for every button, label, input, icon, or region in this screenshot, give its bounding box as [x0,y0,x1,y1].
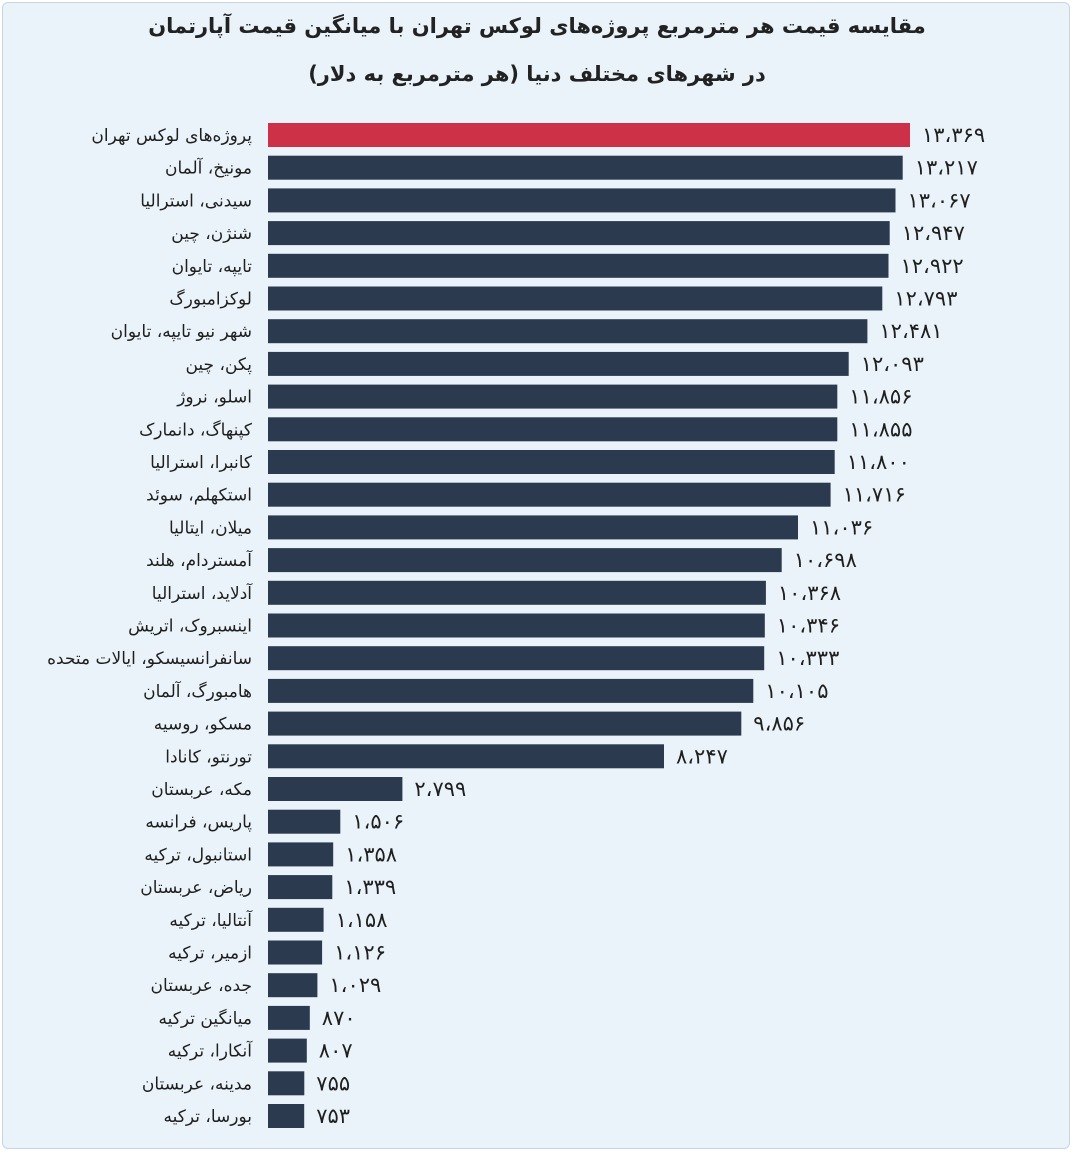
category-label-24: آنتالیا، ترکیه [169,909,253,931]
value-label-7: ۱۲،۰۹۳ [861,352,924,376]
category-label-26: جده، عربستان [151,976,252,996]
value-label-9: ۱۱،۸۵۵ [849,417,912,441]
category-label-2: سیدنی، استرالیا [140,191,252,211]
category-label-30: بورسا، ترکیه [164,1107,253,1127]
category-label-19: تورنتو، کانادا [165,747,252,767]
value-label-13: ۱۰،۶۹۸ [794,548,857,572]
bar-16 [268,646,765,671]
bar-4 [268,253,889,278]
bar-30 [268,1104,305,1128]
category-label-28: آنکارا، ترکیه [168,1040,254,1062]
bar-0 [268,123,910,147]
bar-11 [268,482,831,507]
bar-7 [268,351,849,376]
category-label-20: مکه، عربستان [151,780,252,800]
bar-8 [268,384,838,409]
bar-21 [268,809,341,834]
bar-25 [268,940,323,965]
value-label-20: ۲،۷۹۹ [414,777,466,801]
category-label-5: لوکزامبورگ [169,289,252,310]
bar-1 [268,155,903,180]
value-label-16: ۱۰،۳۳۳ [776,646,839,670]
value-label-8: ۱۱،۸۵۶ [849,385,912,409]
value-label-22: ۱،۳۵۸ [345,842,397,866]
value-label-0: ۱۳،۳۶۹ [922,123,985,147]
category-label-18: مسکو، روسیه [154,715,252,735]
bar-5 [268,286,883,311]
bar-12 [268,515,798,540]
bar-10 [268,450,835,474]
category-label-10: کانبرا، استرالیا [150,453,253,473]
value-label-21: ۱،۵۰۶ [352,810,404,834]
category-label-4: تایپه، تایوان [172,257,253,277]
category-label-16: سانفرانسیسکو، ایالات متحده [47,649,252,669]
bar-2 [268,188,896,213]
category-label-29: مدینه، عربستان [142,1074,252,1094]
value-label-3: ۱۲،۹۴۷ [902,221,965,245]
category-label-15: اینسبروک، اتریش [128,617,252,637]
bar-9 [268,417,838,442]
category-label-14: آدلاید، استرالیا [152,582,254,604]
value-label-5: ۱۲،۷۹۳ [894,287,957,311]
value-label-29: ۷۵۵ [316,1071,350,1095]
bar-14 [268,580,766,605]
value-label-23: ۱،۳۳۹ [344,875,396,899]
category-label-3: شنژن، چین [171,224,252,244]
chart-subtitle: در شهرهای مختلف دنیا (هر مترمربع به دلار… [308,62,766,86]
bar-23 [268,875,333,900]
bar-22 [268,842,334,867]
category-label-1: مونیخ، آلمان [165,157,252,179]
bar-29 [268,1071,305,1096]
bar-19 [268,744,664,769]
bar-24 [268,907,324,932]
value-label-27: ۸۷۰ [322,1006,356,1030]
category-label-25: ازمیر، ترکیه [168,944,252,964]
bar-27 [268,1005,310,1030]
bar-26 [268,973,318,998]
bar-13 [268,548,782,573]
category-label-12: میلان، ایتالیا [169,518,252,538]
value-label-6: ۱۲،۴۸۱ [879,319,942,343]
category-label-0: پروژه‌های لوکس تهران [91,126,252,146]
value-label-14: ۱۰،۳۶۸ [778,581,841,605]
value-label-4: ۱۲،۹۲۲ [901,254,964,278]
value-label-30: ۷۵۳ [316,1104,350,1128]
value-label-17: ۱۰،۱۰۵ [765,679,828,703]
value-label-12: ۱۱،۰۳۶ [810,515,873,539]
category-label-8: اسلو، نروژ [176,388,252,408]
value-label-19: ۸،۲۴۷ [676,744,728,768]
value-label-24: ۱،۱۵۸ [336,908,388,932]
bar-17 [268,678,754,703]
category-label-21: پاریس، فرانسه [145,813,252,833]
category-label-27: میانگین ترکیه [159,1008,252,1029]
value-label-15: ۱۰،۳۴۶ [777,614,840,638]
value-label-1: ۱۳،۲۱۷ [915,156,978,180]
bar-3 [268,221,890,246]
category-label-13: آمستردام، هلند [146,549,253,571]
value-label-25: ۱،۱۲۶ [334,941,386,965]
value-label-28: ۸۰۷ [319,1039,353,1063]
value-label-10: ۱۱،۸۰۰ [847,450,910,474]
chart-title: مقایسه قیمت هر مترمربع پروژه‌های لوکس ته… [148,14,926,38]
category-label-6: شهر نیو تایپه، تایوان [111,322,252,342]
category-label-7: پکن، چین [185,355,252,375]
value-label-2: ۱۳،۰۶۷ [908,188,971,212]
category-label-9: کپنهاگ، دانمارک [139,419,253,440]
value-label-11: ۱۱،۷۱۶ [843,483,906,507]
category-label-17: هامبورگ، آلمان [143,680,252,702]
bar-20 [268,777,403,801]
value-label-26: ۱،۰۲۹ [329,973,381,997]
bar-18 [268,711,742,736]
value-label-18: ۹،۸۵۶ [753,712,805,736]
category-label-23: ریاض، عربستان [140,878,252,898]
category-label-22: استانبول، ترکیه [144,845,252,865]
bar-28 [268,1038,307,1063]
bar-6 [268,319,868,344]
category-label-11: استکهلم، سوئد [146,486,252,506]
bar-15 [268,613,765,638]
